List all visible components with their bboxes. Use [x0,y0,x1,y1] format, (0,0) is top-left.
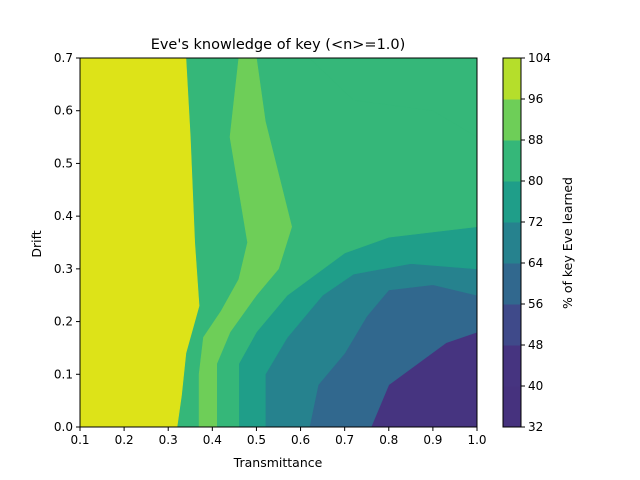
x-tick-label: 0.5 [247,433,266,447]
colorbar-segment [503,345,521,387]
colorbar-tick-label: 96 [528,92,543,106]
colorbar-tick-label: 48 [528,338,543,352]
colorbar-segment [503,222,521,264]
y-tick-label: 0.1 [54,367,73,381]
x-axis-ticks: 0.1 0.2 0.3 0.4 0.5 0.6 0.7 0.8 0.9 1.0 [70,427,487,447]
colorbar-frame [502,57,522,428]
x-tick-label: 0.1 [70,433,89,447]
colorbar-segment [503,304,521,346]
colorbar-tick-label: 88 [528,133,543,147]
x-tick-label: 0.2 [115,433,134,447]
plot-area [79,57,478,428]
y-tick-label: 0.6 [54,104,73,118]
y-tick-label: 0.2 [54,315,73,329]
colorbar-segment [503,386,521,428]
y-axis-ticks: 0.0 0.1 0.2 0.3 0.4 0.5 0.6 0.7 [54,51,80,434]
x-tick-label: 0.3 [159,433,178,447]
y-tick-label: 0.5 [54,156,73,170]
contour-regions [79,57,478,428]
colorbar-segment [503,181,521,223]
colorbar-tick-label: 80 [528,174,543,188]
colorbar-tick-label: 64 [528,256,543,270]
y-tick-label: 0.4 [54,209,73,223]
colorbar-label: % of key Eve learned [560,177,575,309]
y-tick-label: 0.3 [54,262,73,276]
x-tick-label: 0.9 [423,433,442,447]
colorbar-tick-label: 32 [528,420,543,434]
colorbar-tick-label: 40 [528,379,543,393]
chart-title: Eve's knowledge of key (<n>=1.0) [151,37,406,53]
x-tick-label: 0.8 [379,433,398,447]
plot-frame [79,57,478,428]
colorbar-tick-label: 72 [528,215,543,229]
colorbar-segment [503,263,521,305]
x-axis-label: Transmittance [233,455,323,470]
colorbar: 32 40 48 56 64 72 80 88 96 104 [502,51,551,434]
colorbar-tick-label: 56 [528,297,543,311]
x-tick-label: 0.4 [203,433,222,447]
colorbar-segment [503,99,521,141]
x-tick-label: 1.0 [467,433,486,447]
y-tick-label: 0.0 [54,420,73,434]
y-tick-label: 0.7 [54,51,73,65]
colorbar-segment [503,140,521,182]
colorbar-segment [503,58,521,100]
x-tick-label: 0.6 [291,433,310,447]
x-tick-label: 0.7 [335,433,354,447]
contour-region-96-104 [79,57,200,428]
colorbar-tick-label: 104 [528,51,551,65]
y-axis-label: Drift [29,230,44,257]
